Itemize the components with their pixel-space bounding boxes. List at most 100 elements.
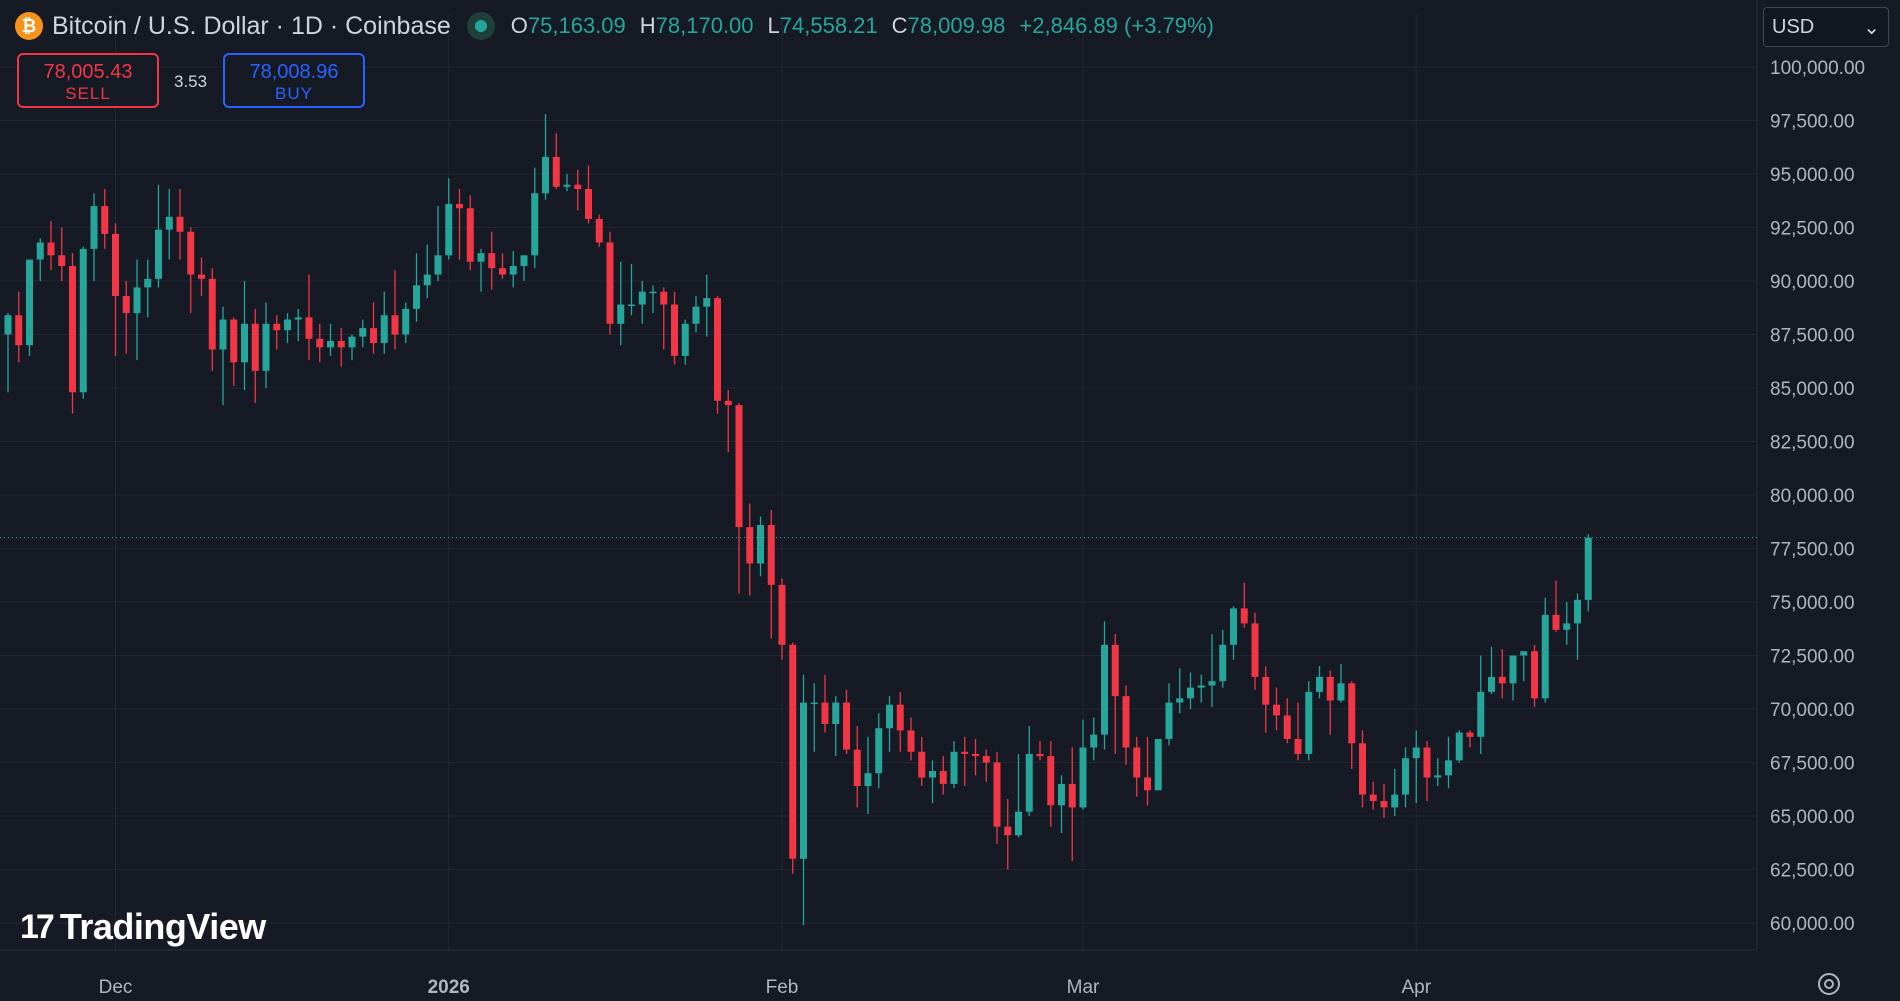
candle-body [1058, 783, 1065, 806]
candle [746, 503, 754, 596]
candle-body [1412, 747, 1420, 759]
candle [413, 253, 420, 322]
candle-body [531, 193, 539, 256]
candle-body [445, 203, 453, 256]
candle [617, 261, 625, 346]
candle-body [1380, 801, 1388, 808]
candle [918, 736, 926, 787]
candle-body [1455, 732, 1463, 761]
candle [1101, 621, 1108, 750]
candle-body [520, 255, 528, 267]
open-value: 75,163.09 [527, 13, 626, 38]
candle [1208, 634, 1216, 707]
buy-label: BUY [275, 84, 313, 103]
candle [961, 736, 969, 787]
candle [391, 270, 399, 350]
candle [1520, 651, 1528, 682]
buy-button[interactable]: 78,008.96 BUY [223, 53, 365, 108]
candle-body [757, 524, 764, 564]
candle-body [1273, 704, 1280, 716]
candle [445, 178, 453, 260]
candle-body [1434, 775, 1442, 778]
y-tick-label: 70,000.00 [1770, 700, 1855, 721]
candle-body [1466, 732, 1474, 737]
currency-select[interactable]: USD ⌄ [1763, 7, 1889, 47]
candle [122, 281, 130, 354]
candle-body [1531, 651, 1538, 699]
candle [1079, 719, 1087, 810]
symbol-title[interactable]: Bitcoin / U.S. Dollar · 1D · Coinbase [52, 11, 451, 40]
candle [735, 402, 743, 594]
candle-body [241, 323, 248, 363]
candle-body [1219, 644, 1227, 682]
candle-body [1316, 676, 1323, 692]
candle [466, 195, 474, 271]
candle [1574, 593, 1581, 660]
candle-body [187, 231, 195, 275]
candle [4, 313, 12, 393]
candle [681, 319, 689, 365]
candle-body [1090, 734, 1098, 748]
candle-body [1240, 608, 1248, 624]
candle-body [477, 253, 485, 262]
candle-body [1509, 655, 1517, 684]
candle [1047, 741, 1055, 827]
candle-body [1230, 608, 1237, 645]
candle [294, 308, 302, 341]
x-tick-label: 2026 [428, 977, 470, 998]
candle-body [681, 323, 689, 356]
candle-body [649, 291, 657, 294]
candle-body [853, 749, 861, 787]
candle-body [15, 315, 23, 346]
candle-body [972, 753, 979, 757]
candle-body [316, 338, 324, 348]
candle [1337, 664, 1345, 703]
candle-body [1262, 676, 1270, 705]
symbol-header[interactable]: ₿ Bitcoin / U.S. Dollar · 1D · Coinbase … [15, 11, 1214, 41]
candle [660, 287, 668, 350]
tradingview-logo[interactable]: 17 TradingView [20, 906, 266, 948]
y-tick-label: 67,500.00 [1770, 754, 1855, 775]
candle [1133, 736, 1141, 797]
candle-body [961, 751, 969, 754]
candle [789, 642, 797, 874]
candle-body [262, 323, 270, 371]
y-tick-label: 80,000.00 [1770, 486, 1855, 507]
bitcoin-icon: ₿ [15, 12, 43, 40]
candle [853, 726, 861, 808]
candle [929, 760, 936, 804]
candle [327, 323, 334, 356]
sell-label: SELL [65, 84, 111, 103]
candle [563, 174, 571, 192]
candle-body [198, 274, 205, 279]
candle-body [574, 184, 582, 189]
sell-button[interactable]: 78,005.43 SELL [17, 53, 159, 108]
candle [176, 188, 184, 260]
candle-body [466, 208, 474, 262]
candle-body [1036, 753, 1044, 757]
y-tick-label: 65,000.00 [1770, 807, 1855, 828]
candle-body [929, 771, 936, 778]
candle [101, 188, 109, 249]
settings-gear-icon[interactable] [1815, 970, 1843, 998]
candle [574, 169, 582, 211]
candle-body [638, 291, 646, 305]
candle [1445, 736, 1452, 789]
candle [767, 509, 775, 639]
price-axis[interactable]: 100,000.00 97,500.00 95,000.00 92,500.00 90,… [1770, 58, 1865, 935]
candle [230, 317, 238, 386]
candle [1541, 597, 1549, 703]
candle-body [230, 319, 238, 363]
candle-body [1359, 743, 1366, 795]
candle-body [1047, 756, 1055, 806]
candle [1423, 741, 1431, 802]
candle [1488, 646, 1495, 695]
candle-body [79, 248, 87, 393]
candle-body [800, 702, 807, 859]
candle [1434, 758, 1442, 787]
time-axis[interactable]: Dec 2026 Feb Mar Apr [99, 977, 1432, 998]
candle-body [1520, 651, 1528, 656]
candle-body [1477, 691, 1485, 737]
